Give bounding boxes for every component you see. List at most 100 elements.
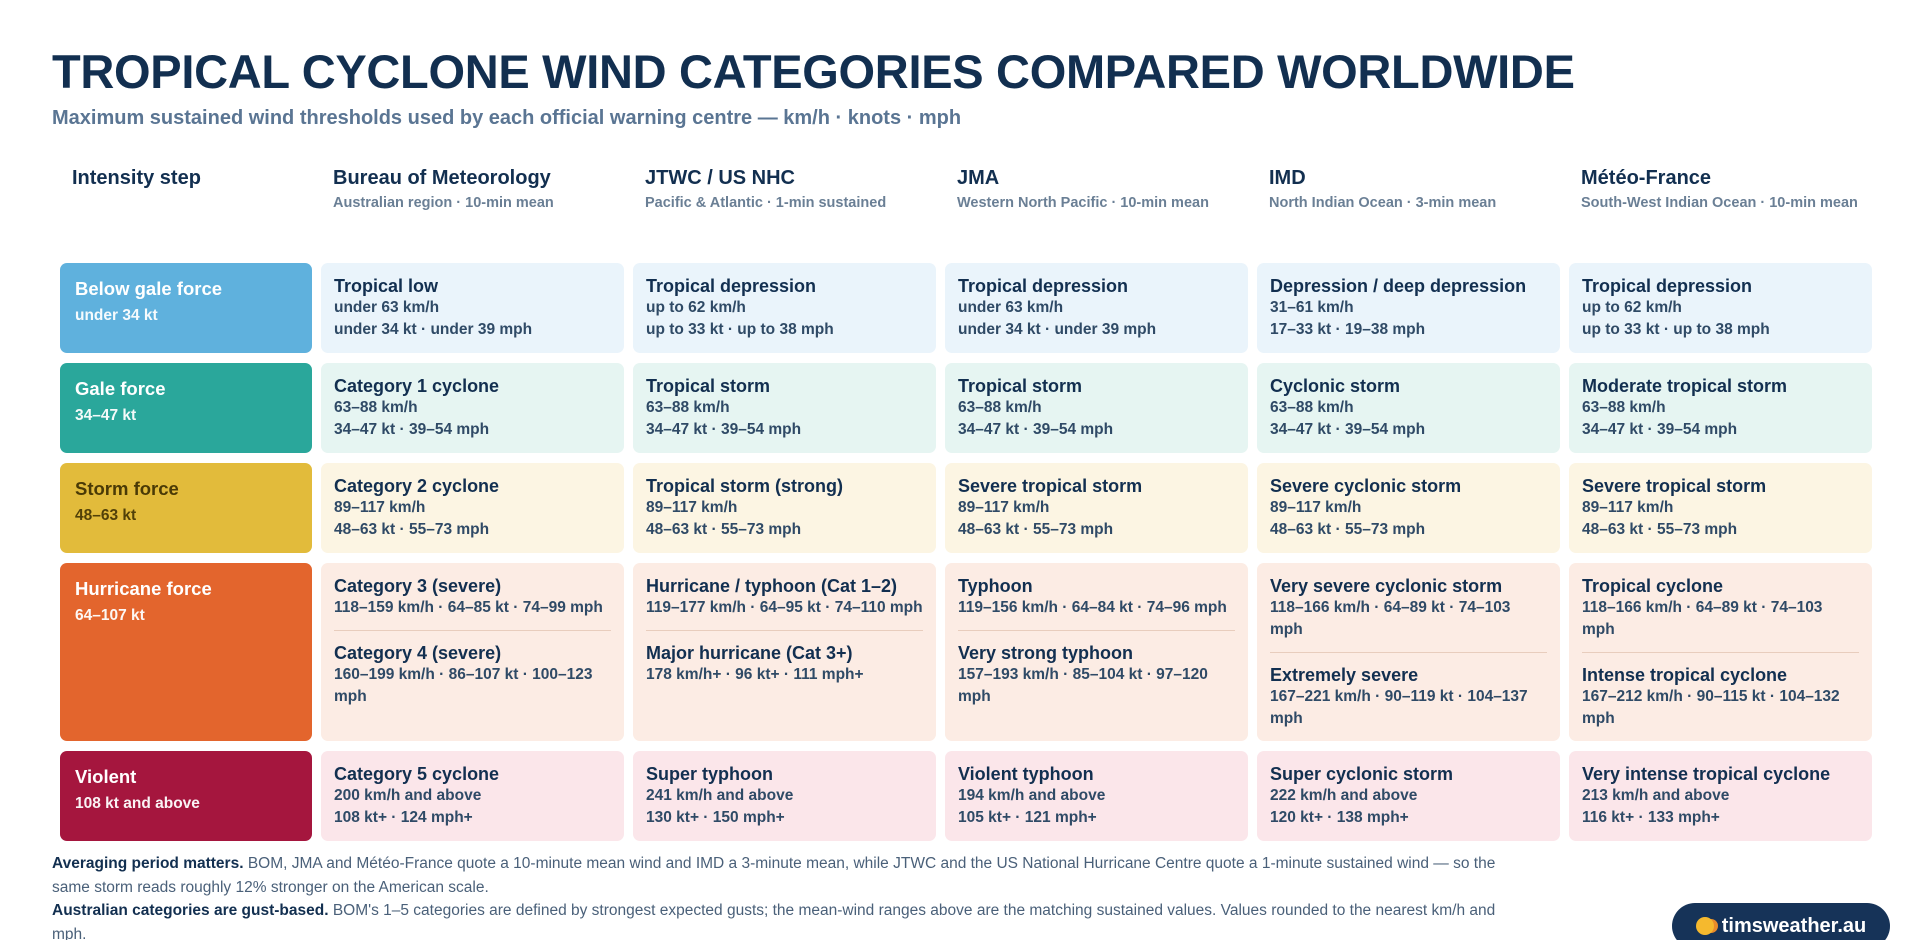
category-name: Super typhoon	[646, 764, 773, 784]
category-wind-range-alt: 48–63 kt · 55–73 mph	[958, 521, 1114, 538]
category-name: Extremely severe	[1270, 665, 1419, 685]
footnote-heading: Australian categories are gust-based.	[52, 902, 329, 919]
category-cell: Super cyclonic storm 222 km/h and above 12…	[1257, 751, 1560, 841]
category-wind-range-alt: 48–63 kt · 55–73 mph	[1582, 521, 1738, 538]
category-divider	[334, 630, 611, 631]
category-cell: Super typhoon 241 km/h and above 130 kt+ ·…	[633, 751, 936, 841]
intensity-step-range: 108 kt and above	[75, 795, 200, 812]
category-name: Tropical storm (strong)	[646, 476, 844, 496]
category-cell: Category 3 (severe) 118–159 km/h · 64–85 …	[321, 563, 624, 741]
footnote-text: BOM's 1–5 categories are defined by stro…	[52, 902, 1496, 940]
category-name: Tropical storm	[646, 376, 771, 396]
category-cell: Depression / deep depression 31–61 km/h 17…	[1257, 263, 1560, 353]
agency-subtitle: North Indian Ocean · 3-min mean	[1269, 195, 1497, 211]
category-divider	[958, 630, 1235, 631]
category-name: Major hurricane (Cat 3+)	[646, 643, 853, 663]
category-divider	[1582, 652, 1859, 653]
category-wind-range: 178 km/h+ · 96 kt+ · 111 mph+	[646, 666, 864, 683]
category-cell: Tropical low under 63 km/h under 34 kt · u…	[321, 263, 624, 353]
agency-header: Bureau of Meteorology Australian region ·…	[321, 160, 624, 253]
category-name: Cyclonic storm	[1270, 376, 1401, 396]
agency-name: Bureau of Meteorology	[333, 167, 551, 189]
category-wind-range: 63–88 km/h	[646, 399, 730, 416]
category-wind-range: under 63 km/h	[334, 299, 440, 316]
agency-header: Météo-France South-West Indian Ocean · 10…	[1569, 160, 1872, 253]
category-wind-range-alt: 34–47 kt · 39–54 mph	[646, 421, 802, 438]
category-wind-range: 222 km/h and above	[1270, 787, 1418, 804]
intensity-step: Hurricane force 64–107 kt	[60, 563, 312, 741]
page-subtitle: Maximum sustained wind thresholds used b…	[52, 107, 962, 129]
category-wind-range: 157–193 km/h · 85–104 kt · 97–120 mph	[958, 666, 1208, 705]
agency-subtitle: Pacific & Atlantic · 1-min sustained	[645, 195, 887, 211]
category-wind-range: 89–117 km/h	[334, 499, 426, 516]
category-wind-range: 63–88 km/h	[1270, 399, 1354, 416]
footnote: Australian categories are gust-based. BO…	[52, 899, 1512, 940]
agency-subtitle: Western North Pacific · 10-min mean	[957, 195, 1209, 211]
category-wind-range: 213 km/h and above	[1582, 787, 1730, 804]
agency-subtitle: Australian region · 10-min mean	[333, 195, 554, 211]
category-wind-range: 89–117 km/h	[1582, 499, 1674, 516]
brand-badge[interactable]: timsweather.au	[1672, 903, 1890, 940]
category-name: Depression / deep depression	[1270, 276, 1527, 296]
category-name: Category 5 cyclone	[334, 764, 500, 784]
category-name: Severe tropical storm	[958, 476, 1143, 496]
category-name: Tropical depression	[1582, 276, 1753, 296]
category-wind-range-alt: 34–47 kt · 39–54 mph	[334, 421, 490, 438]
category-name: Category 1 cyclone	[334, 376, 500, 396]
category-name: Tropical cyclone	[1582, 576, 1724, 596]
category-wind-range-alt: 120 kt+ · 138 mph+	[1270, 809, 1409, 826]
intensity-step: Storm force 48–63 kt	[60, 463, 312, 553]
category-wind-range: 63–88 km/h	[1582, 399, 1666, 416]
category-wind-range: up to 62 km/h	[1582, 299, 1682, 316]
category-wind-range: 89–117 km/h	[646, 499, 738, 516]
intensity-header: Intensity step	[60, 160, 312, 253]
intensity-step-name: Hurricane force	[75, 578, 212, 599]
category-name: Intense tropical cyclone	[1582, 665, 1788, 685]
agency-name: Météo-France	[1581, 167, 1712, 189]
category-wind-range: 63–88 km/h	[334, 399, 418, 416]
intensity-step-range: 64–107 kt	[75, 607, 145, 624]
category-wind-range-alt: 34–47 kt · 39–54 mph	[958, 421, 1114, 438]
intensity-step: Below gale force under 34 kt	[60, 263, 312, 353]
agency-header: IMD North Indian Ocean · 3-min mean	[1257, 160, 1560, 253]
category-name: Category 2 cyclone	[334, 476, 500, 496]
category-wind-range: 118–159 km/h · 64–85 kt · 74–99 mph	[334, 599, 603, 616]
category-cell: Severe tropical storm 89–117 km/h 48–63 kt…	[1569, 463, 1872, 553]
category-wind-range: under 63 km/h	[958, 299, 1064, 316]
category-cell: Tropical storm (strong) 89–117 km/h 48–63 …	[633, 463, 936, 553]
category-wind-range: 31–61 km/h	[1270, 299, 1354, 316]
category-cell: Category 1 cyclone 63–88 km/h 34–47 kt · 3…	[321, 363, 624, 453]
category-cell: Category 5 cyclone 200 km/h and above 108 …	[321, 751, 624, 841]
category-wind-range: 167–212 km/h · 90–115 kt · 104–132 mph	[1582, 688, 1840, 727]
category-name: Violent typhoon	[958, 764, 1094, 784]
category-wind-range: up to 62 km/h	[646, 299, 746, 316]
footnote-heading: Averaging period matters.	[52, 855, 244, 872]
intensity-step-range: 48–63 kt	[75, 507, 137, 524]
category-name: Category 3 (severe)	[334, 576, 502, 596]
category-cell: Hurricane / typhoon (Cat 1–2) 119–177 km/…	[633, 563, 936, 741]
category-wind-range-alt: 48–63 kt · 55–73 mph	[1270, 521, 1426, 538]
footnote: Averaging period matters. BOM, JMA and M…	[52, 852, 1512, 899]
category-cell: Very severe cyclonic storm 118–166 km/h ·…	[1257, 563, 1560, 741]
category-wind-range-alt: 17–33 kt · 19–38 mph	[1270, 321, 1426, 338]
category-name: Hurricane / typhoon (Cat 1–2)	[646, 576, 898, 596]
agency-name: JTWC / US NHC	[645, 167, 795, 189]
category-wind-range: 119–156 km/h · 64–84 kt · 74–96 mph	[958, 599, 1227, 616]
category-wind-range-alt: 105 kt+ · 121 mph+	[958, 809, 1097, 826]
category-divider	[646, 630, 923, 631]
category-wind-range-alt: 48–63 kt · 55–73 mph	[334, 521, 490, 538]
category-wind-range: 89–117 km/h	[958, 499, 1050, 516]
category-wind-range-alt: up to 33 kt · up to 38 mph	[646, 321, 834, 338]
category-name: Category 4 (severe)	[334, 643, 502, 663]
category-wind-range: 119–177 km/h · 64–95 kt · 74–110 mph	[646, 599, 923, 616]
comparison-table: Intensity step Bureau of Meteorology Aust…	[60, 160, 1872, 841]
category-name: Severe tropical storm	[1582, 476, 1767, 496]
category-cell: Tropical storm 63–88 km/h 34–47 kt · 39–54…	[945, 363, 1248, 453]
category-wind-range-alt: 116 kt+ · 133 mph+	[1582, 809, 1720, 826]
category-wind-range: 200 km/h and above	[334, 787, 482, 804]
category-name: Tropical storm	[958, 376, 1083, 396]
category-cell: Category 2 cyclone 89–117 km/h 48–63 kt · …	[321, 463, 624, 553]
footnotes: Averaging period matters. BOM, JMA and M…	[52, 852, 1512, 940]
intensity-step: Violent 108 kt and above	[60, 751, 312, 841]
agency-header: JMA Western North Pacific · 10-min mean	[945, 160, 1248, 253]
